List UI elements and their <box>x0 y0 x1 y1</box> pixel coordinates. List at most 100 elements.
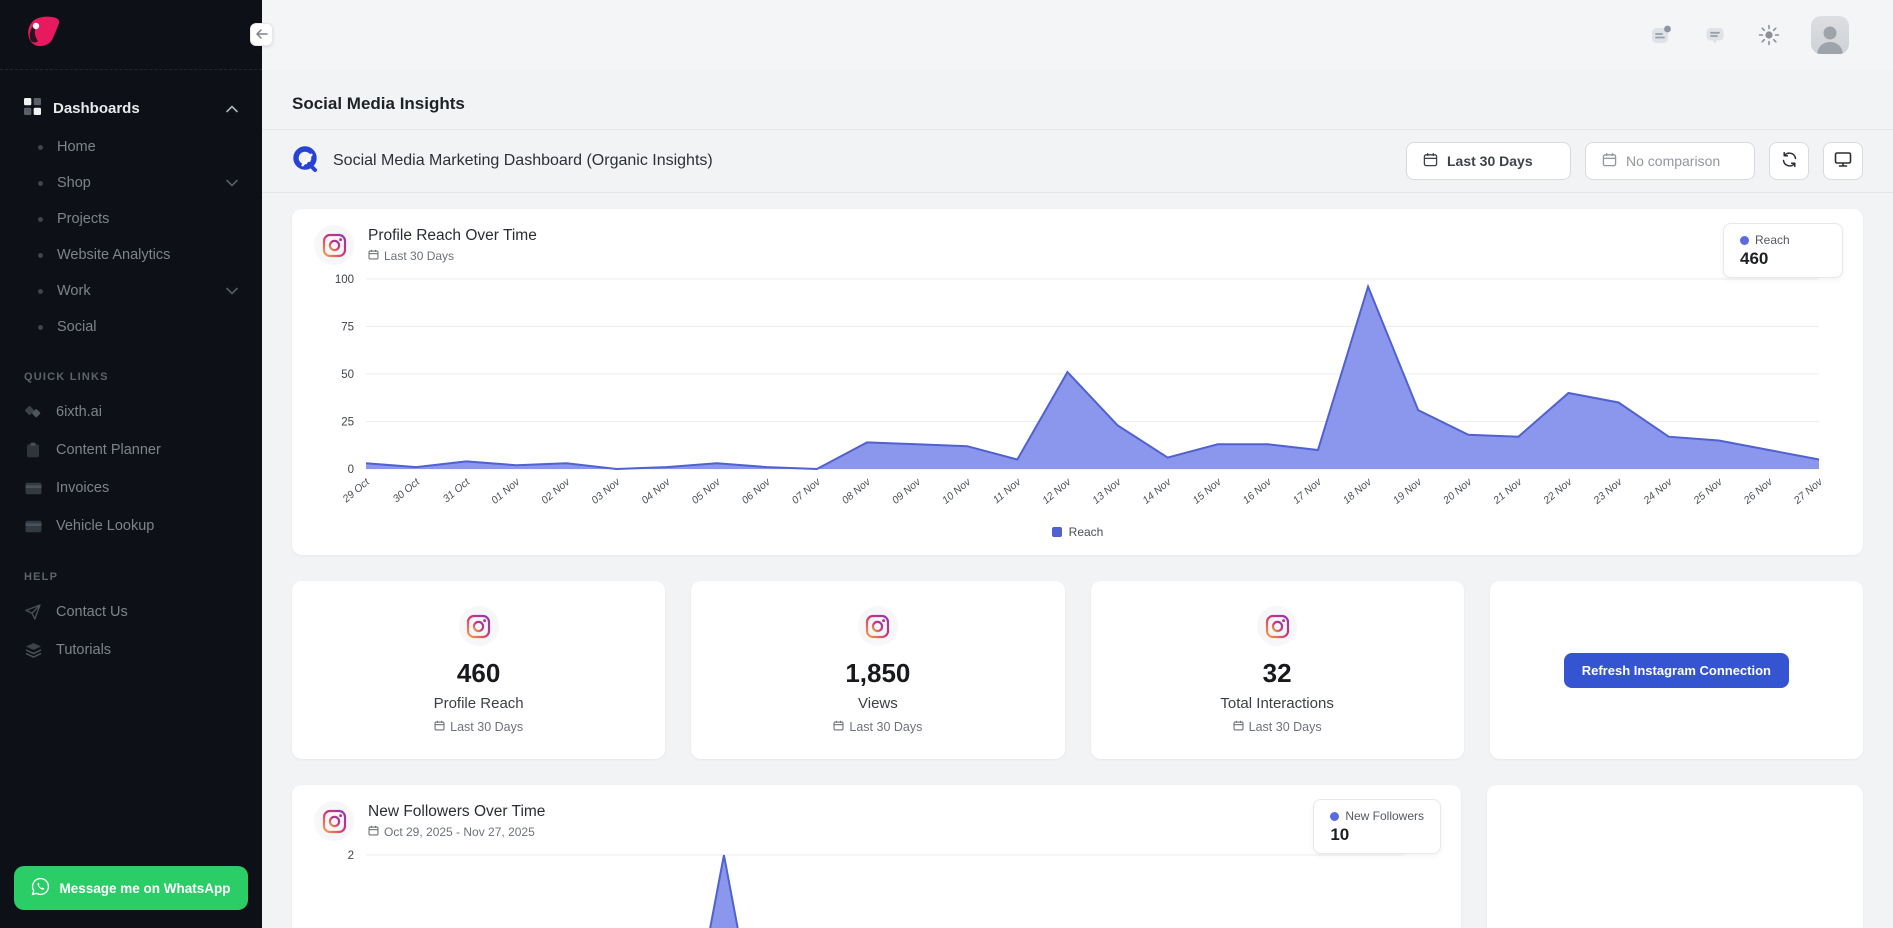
sidebar-item-contact-us[interactable]: Contact Us <box>0 593 262 631</box>
whatsapp-icon <box>31 877 50 899</box>
theme-toggle-sun-icon[interactable] <box>1757 23 1781 47</box>
sidebar-item-dashboards[interactable]: Dashboards <box>0 88 262 129</box>
sidebar-item-website-analytics[interactable]: Website Analytics <box>0 237 262 273</box>
refresh-icon <box>1781 151 1798 171</box>
calendar-icon <box>1602 152 1617 170</box>
svg-text:21 Nov: 21 Nov <box>1490 476 1525 508</box>
user-avatar[interactable] <box>1811 16 1849 54</box>
stat-value: 32 <box>1262 658 1292 688</box>
sidebar-item-shop[interactable]: Shop <box>0 165 262 201</box>
instagram-icon <box>1257 606 1298 646</box>
followers-dot-icon <box>1330 811 1340 821</box>
sidebar-item-label: Shop <box>57 175 91 191</box>
reach-area-chart: 0 25 50 75 100 29 Oct 30 Oct 31 Oct 01 Nov 02 Nov… <box>335 274 1826 508</box>
svg-text:31 Oct: 31 Oct <box>441 475 473 505</box>
calendar-icon <box>1423 152 1438 170</box>
instagram-icon <box>314 801 354 841</box>
stat-value: 460 <box>456 658 501 688</box>
sidebar-item-social[interactable]: Social <box>0 309 262 345</box>
svg-text:13 Nov: 13 Nov <box>1090 476 1124 507</box>
comparison-button[interactable]: No comparison <box>1585 142 1755 180</box>
whatsapp-button-label: Message me on WhatsApp <box>59 880 231 896</box>
svg-text:50: 50 <box>341 369 354 381</box>
date-range-button[interactable]: Last 30 Days <box>1406 142 1571 180</box>
sidebar-item-invoices[interactable]: Invoices <box>0 469 262 507</box>
stat-card-profile-reach: 460 Profile Reach Last 30 Days <box>292 581 666 759</box>
sidebar-item-content-planner[interactable]: Content Planner <box>0 431 262 469</box>
sidebar-item-label: Home <box>57 139 96 155</box>
svg-text:17 Nov: 17 Nov <box>1291 476 1325 507</box>
section-title-help: HELP <box>24 571 59 583</box>
sidebar-item-projects[interactable]: Projects <box>0 201 262 237</box>
refresh-instagram-connection-button[interactable]: Refresh Instagram Connection <box>1563 652 1789 688</box>
whatsapp-button[interactable]: Message me on WhatsApp <box>14 866 248 910</box>
collapse-sidebar-button[interactable] <box>250 23 273 46</box>
svg-text:16 Nov: 16 Nov <box>1241 476 1275 507</box>
brand-logo-icon <box>24 14 62 55</box>
sidebar-item-label: Work <box>57 283 91 299</box>
monitor-icon <box>1834 151 1852 171</box>
sidebar-item-work[interactable]: Work <box>0 273 262 309</box>
display-mode-button[interactable] <box>1823 142 1863 180</box>
instagram-icon <box>458 606 499 646</box>
svg-text:20 Nov: 20 Nov <box>1440 476 1475 508</box>
stats-row: 460 Profile Reach Last 30 Days <box>292 581 1863 759</box>
date-range-label: Last 30 Days <box>1447 153 1533 169</box>
svg-text:12 Nov: 12 Nov <box>1040 476 1074 507</box>
bullet-icon <box>38 324 43 330</box>
legend-label: Reach <box>1068 525 1104 539</box>
arrow-left-icon <box>255 27 268 42</box>
svg-text:02 Nov: 02 Nov <box>539 476 573 507</box>
sidebar-nav: Dashboards Home Shop Projects <box>0 70 262 345</box>
chart-legend: Reach <box>314 523 1841 545</box>
stat-period-label: Last 30 Days <box>450 720 524 734</box>
sidebar-item-vehicle-lookup[interactable]: Vehicle Lookup <box>0 507 262 545</box>
chart-subtitle: Last 30 Days <box>384 249 455 263</box>
sidebar-item-tutorials[interactable]: Tutorials <box>0 631 262 669</box>
sidebar-item-label: Tutorials <box>56 642 112 658</box>
reach-chart-card: Profile Reach Over Time Last 30 Days Rea… <box>292 209 1863 555</box>
layers-icon <box>24 642 42 658</box>
chevron-down-icon <box>226 287 238 295</box>
credit-card-icon <box>24 520 42 533</box>
svg-text:05 Nov: 05 Nov <box>689 476 723 507</box>
bottom-right-card <box>1487 785 1863 928</box>
page-title-row: Social Media Insights <box>262 70 1893 130</box>
chevron-up-icon <box>226 104 238 113</box>
sidebar-item-label: Content Planner <box>56 442 161 458</box>
tooltip-value: 10 <box>1330 825 1350 844</box>
legend-swatch-icon <box>1051 527 1062 537</box>
content-area: Profile Reach Over Time Last 30 Days Rea… <box>262 193 1893 928</box>
chevron-down-icon <box>226 179 238 187</box>
messages-button[interactable] <box>1703 23 1727 47</box>
grid-icon <box>24 98 41 119</box>
bullet-icon <box>38 180 43 186</box>
calendar-icon <box>833 720 844 734</box>
sidebar-item-label: Website Analytics <box>57 247 171 263</box>
refresh-dashboard-button[interactable] <box>1769 142 1809 180</box>
bullet-icon <box>38 288 43 294</box>
notifications-button[interactable] <box>1649 23 1673 47</box>
sidebar-item-6ixth-ai[interactable]: 6ixth.ai <box>0 393 262 431</box>
sidebar-item-label: Projects <box>57 211 110 227</box>
stat-card-views: 1,850 Views Last 30 Days <box>691 581 1065 759</box>
stat-card-total-interactions: 32 Total Interactions Last 30 Days <box>1090 581 1464 759</box>
instagram-icon <box>314 225 354 265</box>
clipboard-icon <box>24 442 42 458</box>
sidebar-item-label: Invoices <box>56 480 110 496</box>
stat-value: 1,850 <box>845 658 911 688</box>
tooltip-label: Reach <box>1755 233 1790 247</box>
section-title-quick-links: QUICK LINKS <box>24 371 109 383</box>
sidebar-item-label: Vehicle Lookup <box>56 518 155 534</box>
chart-subtitle: Oct 29, 2025 - Nov 27, 2025 <box>384 825 535 839</box>
sidebar-item-label: Contact Us <box>56 604 128 620</box>
sidebar-nav-list: Home Shop Projects Website Analytics Wor… <box>0 129 262 345</box>
sidebar-item-home[interactable]: Home <box>0 129 262 165</box>
svg-text:08 Nov: 08 Nov <box>840 476 874 507</box>
svg-text:15 Nov: 15 Nov <box>1190 476 1224 507</box>
stat-period-label: Last 30 Days <box>1248 720 1322 734</box>
followers-tooltip-card: New Followers 10 <box>1313 799 1441 854</box>
reach-tooltip-card: Reach 460 <box>1723 223 1843 278</box>
app-logo[interactable] <box>0 0 262 70</box>
dashboard-logo-icon <box>292 145 319 177</box>
